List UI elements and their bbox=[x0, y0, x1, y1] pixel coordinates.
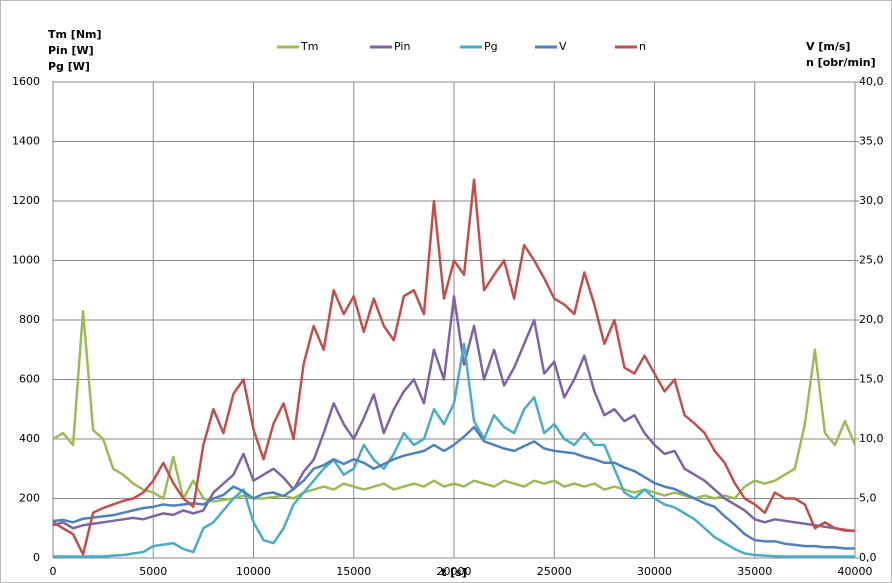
y-tick-label: 1400 bbox=[12, 135, 40, 148]
y-axis-title: Pin [W] bbox=[48, 44, 94, 57]
y-tick-label: 1200 bbox=[12, 194, 40, 207]
series-line bbox=[52, 178, 855, 556]
x-tick-label: 20000 bbox=[437, 565, 472, 578]
y-tick-label: 600 bbox=[19, 373, 40, 386]
legend-label: n bbox=[639, 40, 646, 53]
y2-tick-label: 20,0 bbox=[859, 313, 884, 326]
y-tick-label: 200 bbox=[19, 492, 40, 505]
x-tick-label: 25000 bbox=[537, 565, 572, 578]
y2-tick-label: 25,0 bbox=[859, 254, 884, 267]
x-axis-title: t [s] bbox=[441, 566, 467, 579]
legend-label: Tm bbox=[300, 40, 318, 53]
y2-tick-label: 5,0 bbox=[859, 492, 877, 505]
y-tick-label: 400 bbox=[19, 432, 40, 445]
x-tick-label: 15000 bbox=[336, 565, 371, 578]
y2-tick-label: 10,0 bbox=[859, 432, 884, 445]
plot-area bbox=[52, 81, 856, 559]
series-line bbox=[52, 294, 856, 533]
y-axis-title: Pg [W] bbox=[48, 60, 90, 73]
y2-tick-label: 40,0 bbox=[859, 75, 884, 88]
legend-label: Pin bbox=[394, 40, 410, 53]
series-line bbox=[53, 342, 855, 558]
y2-tick-label: 15,0 bbox=[859, 373, 884, 386]
y2-axis-title: n [obr/min] bbox=[806, 56, 876, 69]
y-tick-label: 0 bbox=[33, 551, 40, 564]
x-tick-label: 35000 bbox=[737, 565, 772, 578]
legend-label: V bbox=[559, 40, 567, 53]
y-tick-label: 1600 bbox=[12, 75, 40, 88]
legend-label: Pg bbox=[484, 40, 498, 53]
x-tick-label: 0 bbox=[50, 565, 57, 578]
x-tick-label: 40000 bbox=[838, 565, 873, 578]
y-axis-title: Tm [Nm] bbox=[48, 28, 102, 41]
y2-tick-label: 30,0 bbox=[859, 194, 884, 207]
series-line bbox=[52, 425, 855, 550]
x-tick-label: 10000 bbox=[236, 565, 271, 578]
y2-tick-label: 0,0 bbox=[859, 551, 877, 564]
y-tick-label: 800 bbox=[19, 313, 40, 326]
y2-axis-title: V [m/s] bbox=[806, 40, 850, 53]
x-tick-label: 5000 bbox=[139, 565, 167, 578]
x-tick-label: 30000 bbox=[637, 565, 672, 578]
y-tick-label: 1000 bbox=[12, 254, 40, 267]
y2-tick-label: 35,0 bbox=[859, 135, 884, 148]
